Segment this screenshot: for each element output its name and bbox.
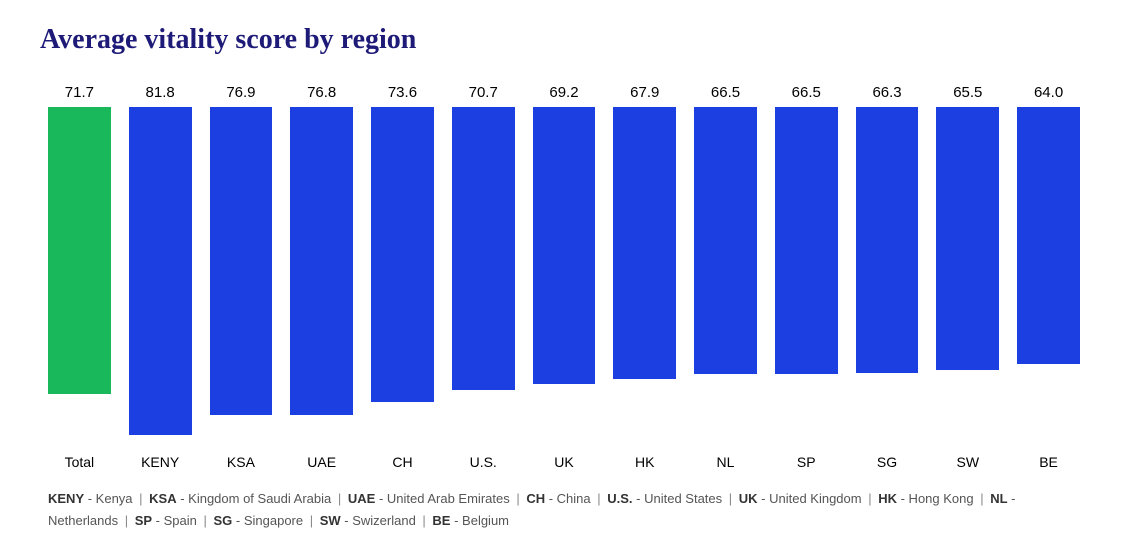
x-axis-label: BE xyxy=(1017,454,1080,470)
x-axis: Total KENY KSA UAE CH U.S. UK HK NL SP SG SW BE xyxy=(40,446,1088,470)
legend-separator: | xyxy=(121,513,132,528)
legend-item: SP - Spain xyxy=(135,513,197,528)
legend: KENY - Kenya | KSA - Kingdom of Saudi Ar… xyxy=(40,488,1088,532)
bar-uae: 76.8 xyxy=(290,84,353,445)
bar xyxy=(210,107,273,415)
legend-separator: | xyxy=(419,513,430,528)
bar-sw: 65.5 xyxy=(936,84,999,445)
x-axis-label: KENY xyxy=(129,454,192,470)
bar-value-label: 71.7 xyxy=(65,84,94,101)
bar-value-label: 66.5 xyxy=(792,84,821,101)
bar xyxy=(371,107,434,402)
legend-separator: | xyxy=(865,491,876,506)
bar-uk: 69.2 xyxy=(533,84,596,445)
legend-separator: | xyxy=(977,491,988,506)
bar xyxy=(775,107,838,374)
x-axis-label: Total xyxy=(48,454,111,470)
x-axis-label: SP xyxy=(775,454,838,470)
bar xyxy=(290,107,353,415)
bar-value-label: 66.3 xyxy=(872,84,901,101)
bar-value-label: 65.5 xyxy=(953,84,982,101)
legend-separator: | xyxy=(725,491,736,506)
bar-value-label: 81.8 xyxy=(146,84,175,101)
legend-item: KENY - Kenya xyxy=(48,491,133,506)
legend-item: SW - Swizerland xyxy=(320,513,416,528)
bar-ksa: 76.9 xyxy=(210,84,273,445)
bar-value-label: 76.9 xyxy=(226,84,255,101)
bar-hk: 67.9 xyxy=(613,84,676,445)
legend-separator: | xyxy=(200,513,211,528)
x-axis-label: CH xyxy=(371,454,434,470)
x-axis-label: SW xyxy=(936,454,999,470)
bar-value-label: 69.2 xyxy=(549,84,578,101)
bar-value-label: 76.8 xyxy=(307,84,336,101)
bar-us: 70.7 xyxy=(452,84,515,445)
bar xyxy=(936,107,999,370)
bar xyxy=(694,107,757,374)
x-axis-label: HK xyxy=(613,454,676,470)
legend-item: HK - Hong Kong xyxy=(878,491,973,506)
bar-value-label: 70.7 xyxy=(469,84,498,101)
bar xyxy=(452,107,515,390)
bar xyxy=(856,107,919,373)
bar-value-label: 66.5 xyxy=(711,84,740,101)
bar-value-label: 67.9 xyxy=(630,84,659,101)
x-axis-label: KSA xyxy=(210,454,273,470)
legend-item: UAE - United Arab Emirates xyxy=(348,491,510,506)
chart-container: Average vitality score by region 71.7 81.… xyxy=(0,0,1128,552)
bar xyxy=(129,107,192,435)
x-axis-label: U.S. xyxy=(452,454,515,470)
bar xyxy=(1017,107,1080,364)
x-axis-label: SG xyxy=(856,454,919,470)
legend-item: SG - Singapore xyxy=(213,513,303,528)
bar-sg: 66.3 xyxy=(856,84,919,445)
bar-sp: 66.5 xyxy=(775,84,838,445)
bar-total: 71.7 xyxy=(48,84,111,445)
bar-value-label: 73.6 xyxy=(388,84,417,101)
x-axis-label: UK xyxy=(533,454,596,470)
legend-item: CH - China xyxy=(526,491,590,506)
bar-keny: 81.8 xyxy=(129,84,192,445)
bar xyxy=(613,107,676,379)
legend-item: U.S. - United States xyxy=(607,491,722,506)
legend-separator: | xyxy=(136,491,147,506)
legend-item: BE - Belgium xyxy=(432,513,509,528)
legend-item: UK - United Kingdom xyxy=(739,491,862,506)
bar-ch: 73.6 xyxy=(371,84,434,445)
bar xyxy=(533,107,596,384)
legend-item: KSA - Kingdom of Saudi Arabia xyxy=(149,491,331,506)
bar-nl: 66.5 xyxy=(694,84,757,445)
legend-separator: | xyxy=(306,513,317,528)
bar xyxy=(48,107,111,394)
legend-separator: | xyxy=(513,491,524,506)
bar-chart: 71.7 81.8 76.9 76.8 73.6 70.7 69.2 67.9 66.5 66.5… xyxy=(40,84,1088,446)
bar-value-label: 64.0 xyxy=(1034,84,1063,101)
x-axis-label: NL xyxy=(694,454,757,470)
x-axis-label: UAE xyxy=(290,454,353,470)
bar-be: 64.0 xyxy=(1017,84,1080,445)
chart-wrap: 71.7 81.8 76.9 76.8 73.6 70.7 69.2 67.9 66.5 66.5… xyxy=(40,84,1088,532)
legend-separator: | xyxy=(594,491,605,506)
chart-title: Average vitality score by region xyxy=(40,24,1088,56)
legend-separator: | xyxy=(334,491,345,506)
